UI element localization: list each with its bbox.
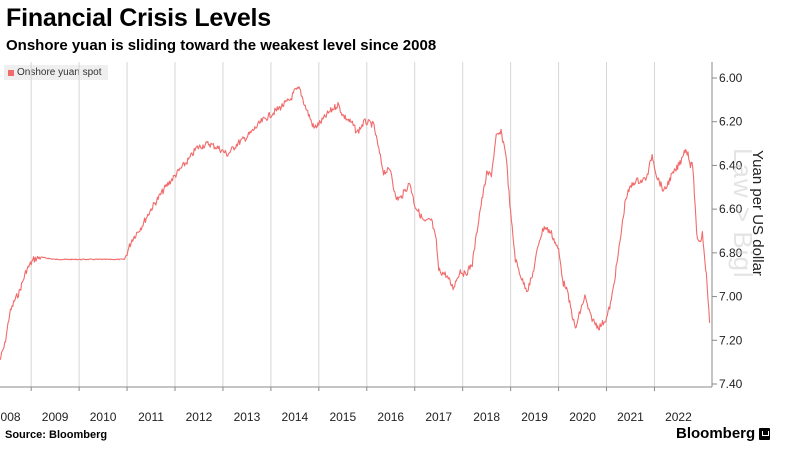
x-tick-label: 2021 (617, 410, 644, 424)
y-axis-label: Yuan per US dollar (749, 150, 766, 276)
x-tick-label: 2015 (329, 410, 356, 424)
y-tick-label: 7.20 (719, 333, 743, 347)
terminal-icon (759, 427, 771, 440)
legend: Onshore yuan spot (4, 65, 108, 80)
legend-swatch (8, 69, 14, 76)
legend-label: Onshore yuan spot (17, 67, 102, 78)
x-tick-label: 2008 (0, 410, 21, 424)
x-tick-label: 2018 (473, 410, 500, 424)
axis-layer (0, 62, 717, 391)
bloomberg-logo: Bloomberg (676, 425, 771, 442)
grid-layer (30, 62, 655, 387)
y-tick-label: 6.60 (719, 202, 743, 216)
x-tick-label: 2011 (138, 410, 164, 424)
x-tick-label: 2012 (186, 410, 213, 424)
y-tick-labels: 6.00 6.20 6.40 6.60 6.80 7.00 7.20 7.40 (719, 71, 743, 391)
chart-title: Financial Crisis Levels (6, 4, 271, 32)
x-tick-label: 2022 (665, 410, 692, 424)
chart-subtitle: Onshore yuan is sliding toward the weake… (6, 37, 437, 54)
x-tick-label: 2010 (90, 410, 117, 424)
x-tick-label: 2014 (282, 410, 309, 424)
source-note: Source: Bloomberg (5, 429, 108, 441)
y-tick-label: 6.20 (719, 115, 743, 129)
watermark-text: Law > Bigl (728, 148, 758, 279)
brand-name: Bloomberg (676, 425, 756, 442)
y-tick-label: 7.00 (719, 290, 743, 304)
y-tick-label: 7.40 (719, 377, 743, 391)
onshore-yuan-line (0, 86, 711, 361)
x-tick-label: 2016 (377, 410, 404, 424)
series-layer (0, 86, 711, 361)
x-tick-labels: 2008 2009 2010 2011 2012 2013 2014 2015 2016 2017… (0, 410, 692, 424)
y-tick-label: 6.00 (719, 71, 743, 85)
y-tick-label: 6.80 (719, 246, 743, 260)
x-tick-label: 2009 (42, 410, 69, 424)
x-tick-label: 2020 (569, 410, 596, 424)
x-tick-label: 2013 (234, 410, 261, 424)
x-tick-label: 2017 (425, 410, 452, 424)
x-tick-label: 2019 (521, 410, 548, 424)
y-tick-label: 6.40 (719, 158, 743, 172)
